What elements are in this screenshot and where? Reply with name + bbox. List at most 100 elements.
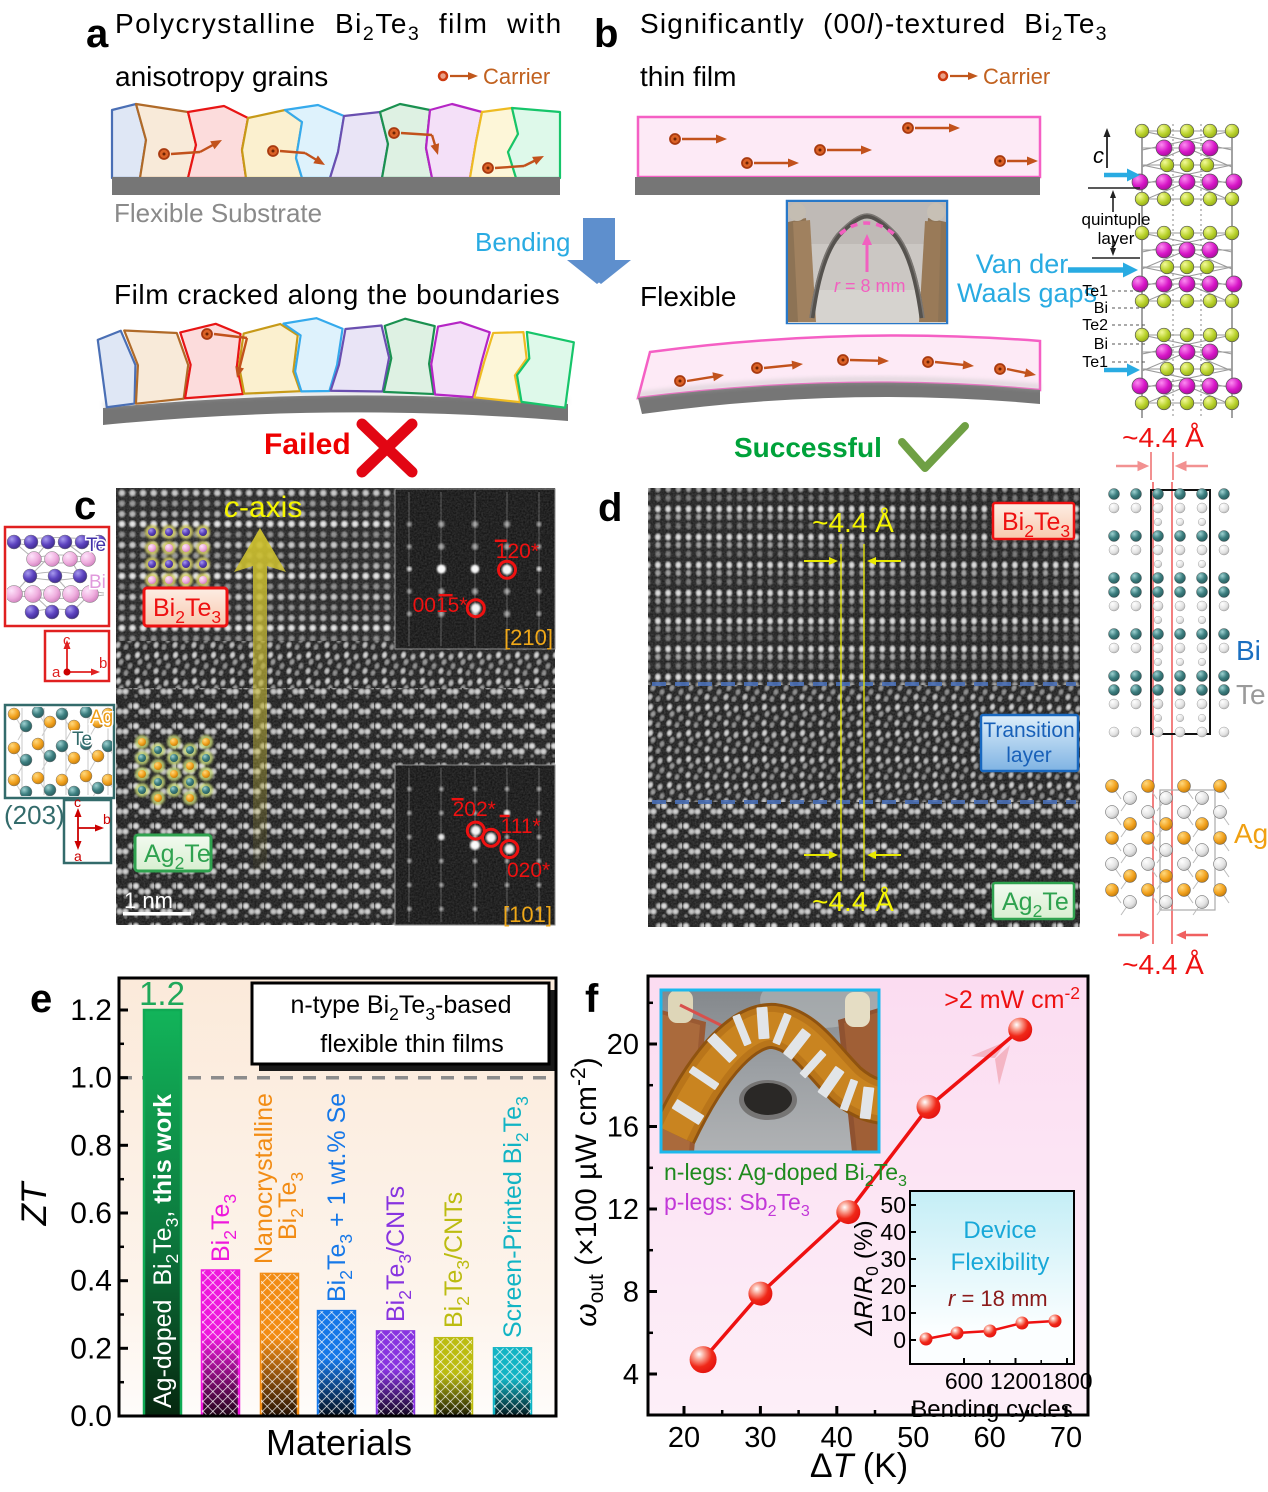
svg-text:[210]: [210]: [504, 625, 553, 650]
svg-text:a: a: [52, 664, 61, 681]
svg-text:~4.4 Å: ~4.4 Å: [812, 886, 894, 917]
svg-text:020*: 020*: [507, 859, 550, 882]
svg-text:4: 4: [623, 1359, 639, 1391]
svg-text:Bi: Bi: [1236, 635, 1261, 666]
svg-text:thin film: thin film: [640, 61, 736, 92]
svg-text:Bi2Te3: Bi2Te3: [274, 1172, 307, 1240]
svg-text:50: 50: [897, 1422, 929, 1454]
svg-text:Te: Te: [86, 535, 106, 556]
svg-text:202*: 202*: [453, 798, 496, 821]
svg-text:r = 8 mm: r = 8 mm: [834, 276, 906, 296]
svg-text:e: e: [30, 977, 52, 1021]
svg-text:Polycrystalline Bi2Te3 film: Polycrystalline Bi2Te3 film with: [115, 8, 563, 45]
svg-text:a: a: [74, 848, 82, 864]
svg-text:30: 30: [744, 1422, 776, 1454]
svg-text:Device: Device: [963, 1217, 1036, 1244]
svg-text:Flexible Substrate: Flexible Substrate: [114, 198, 322, 228]
svg-text:Flexible: Flexible: [640, 281, 736, 312]
svg-text:Significantly (00l)-textured: Significantly (00l)-textured Bi2Te3: [640, 8, 1108, 45]
svg-text:10: 10: [880, 1300, 906, 1326]
svg-text:b: b: [103, 811, 111, 827]
svg-text:20: 20: [668, 1422, 700, 1454]
svg-text:[101]: [101]: [503, 902, 552, 927]
svg-text:1.2: 1.2: [139, 975, 185, 1012]
svg-text:~4.4 Å: ~4.4 Å: [812, 507, 894, 538]
svg-text:anisotropy grains: anisotropy grains: [115, 61, 328, 92]
svg-text:Te1: Te1: [1082, 354, 1108, 371]
svg-text:(203): (203): [4, 800, 65, 830]
svg-text:c: c: [63, 632, 71, 649]
svg-text:r = 18 mm: r = 18 mm: [948, 1286, 1048, 1311]
svg-text:quintuple: quintuple: [1081, 210, 1150, 229]
svg-text:c: c: [1093, 143, 1104, 168]
svg-text:b: b: [594, 12, 618, 56]
svg-text:c: c: [74, 484, 96, 528]
svg-text:1 nm: 1 nm: [124, 888, 173, 913]
svg-text:ZT: ZT: [15, 1180, 54, 1226]
svg-text:16: 16: [607, 1112, 639, 1144]
svg-text:Te1: Te1: [1082, 283, 1108, 300]
svg-text:Bi2Te3: Bi2Te3: [1002, 508, 1070, 541]
svg-text:0.0: 0.0: [70, 1400, 112, 1433]
svg-text:Bi2Te3: Bi2Te3: [153, 594, 221, 627]
svg-text:0.4: 0.4: [70, 1265, 112, 1298]
svg-text:Carrier: Carrier: [483, 64, 550, 89]
svg-text:0: 0: [893, 1327, 906, 1353]
svg-text:>2 mW cm-2: >2 mW cm-2: [944, 983, 1080, 1014]
svg-text:Te: Te: [72, 729, 92, 750]
svg-text:1.2: 1.2: [70, 994, 112, 1027]
svg-text:Nanocrystalline: Nanocrystalline: [250, 1093, 278, 1264]
svg-text:40: 40: [821, 1422, 853, 1454]
svg-text:a: a: [86, 12, 109, 56]
svg-text:30: 30: [880, 1246, 906, 1272]
svg-text:120*: 120*: [496, 540, 539, 563]
svg-text:Transition: Transition: [983, 719, 1074, 742]
svg-text:~4.4 Å: ~4.4 Å: [1122, 422, 1204, 453]
svg-text:layer: layer: [1098, 229, 1135, 248]
svg-text:flexible thin films: flexible thin films: [320, 1030, 503, 1058]
svg-text:Ag: Ag: [90, 707, 113, 728]
svg-text:c-axis: c-axis: [224, 491, 302, 524]
svg-text:600: 600: [945, 1368, 983, 1394]
svg-text:1.0: 1.0: [70, 1062, 112, 1095]
svg-text:20: 20: [880, 1273, 906, 1299]
svg-text:Carrier: Carrier: [983, 64, 1050, 89]
svg-text:Ag2Te: Ag2Te: [1002, 888, 1069, 921]
svg-text:d: d: [598, 486, 622, 530]
svg-text:Materials: Materials: [266, 1422, 412, 1463]
svg-text:ΔR/R0 (%): ΔR/R0 (%): [850, 1220, 882, 1336]
svg-text:Te2: Te2: [1082, 317, 1108, 334]
svg-text:Flexibility: Flexibility: [951, 1249, 1050, 1276]
svg-text:50: 50: [880, 1192, 906, 1218]
svg-text:layer: layer: [1006, 744, 1052, 767]
svg-text:Successful: Successful: [734, 432, 882, 463]
svg-text:12: 12: [607, 1194, 639, 1226]
svg-text:0.8: 0.8: [70, 1129, 112, 1162]
svg-text:Ag: Ag: [1234, 818, 1268, 849]
svg-text:Film cracked along the boundar: Film cracked along the boundaries: [114, 279, 560, 310]
svg-text:40: 40: [880, 1219, 906, 1245]
svg-text:Bi: Bi: [1094, 336, 1108, 353]
svg-text:c: c: [74, 794, 81, 810]
svg-text:Failed: Failed: [264, 428, 351, 461]
svg-text:70: 70: [1050, 1422, 1082, 1454]
svg-text:Bi2Te3: Bi2Te3: [207, 1194, 240, 1262]
svg-text:Bending cycles: Bending cycles: [911, 1396, 1072, 1423]
svg-text:Bi: Bi: [1094, 300, 1108, 317]
svg-text:Bending: Bending: [475, 227, 570, 257]
svg-text:0.6: 0.6: [70, 1197, 112, 1230]
svg-text:ΔT (K): ΔT (K): [810, 1447, 908, 1485]
svg-text:p-legs: Sb2Te3: p-legs: Sb2Te3: [664, 1189, 810, 1220]
svg-text:0015*: 0015*: [413, 594, 468, 617]
svg-text:~4.4 Å: ~4.4 Å: [1122, 949, 1204, 980]
svg-text:Van der: Van der: [976, 249, 1069, 279]
svg-text:Ag-doped Bi2Te3, this work: Ag-doped Bi2Te3, this work: [149, 1094, 182, 1408]
svg-text:8: 8: [623, 1277, 639, 1309]
svg-text:Te: Te: [1236, 679, 1266, 710]
svg-text:Waals gaps: Waals gaps: [957, 278, 1097, 308]
svg-text:f: f: [585, 977, 599, 1021]
svg-text:0.2: 0.2: [70, 1332, 112, 1365]
svg-text:60: 60: [973, 1422, 1005, 1454]
svg-text:n-type Bi2Te3-based: n-type Bi2Te3-based: [291, 991, 512, 1024]
svg-text:Bi: Bi: [89, 572, 106, 593]
